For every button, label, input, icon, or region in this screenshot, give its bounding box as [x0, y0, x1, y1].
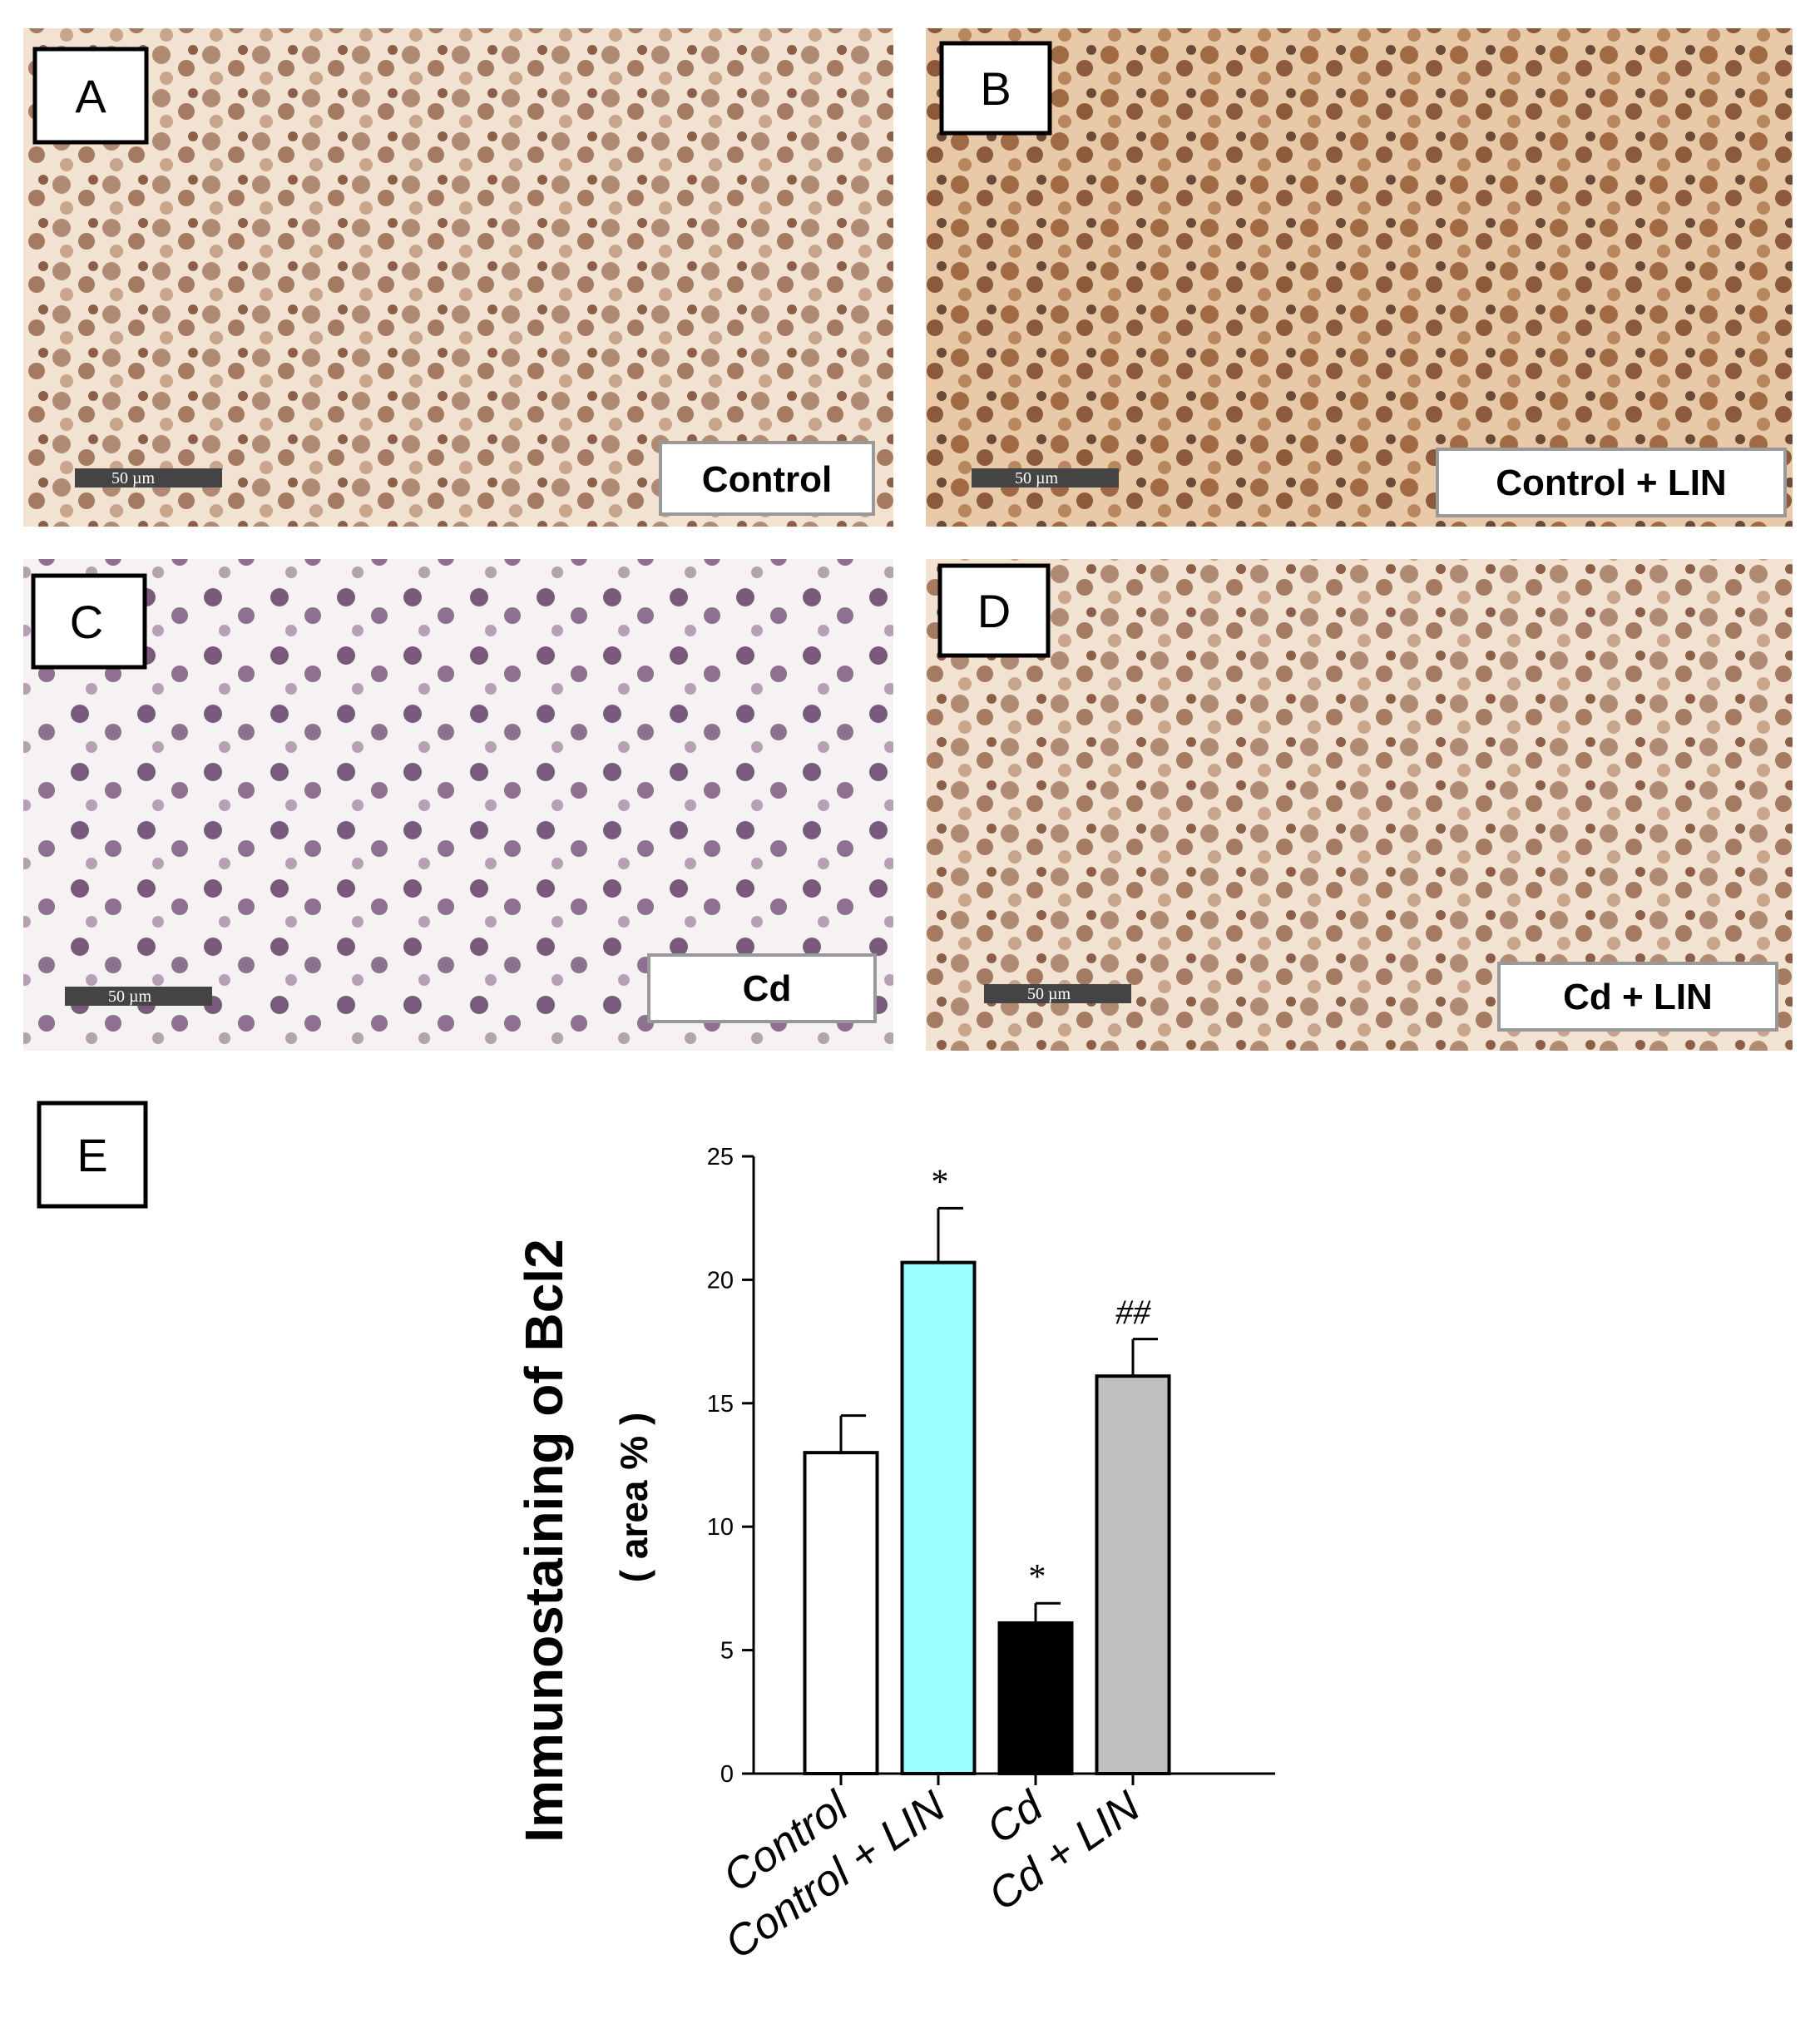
label-box: [1497, 962, 1778, 1032]
panel-letter: E: [77, 1129, 107, 1181]
significance-label: ##: [1115, 1294, 1151, 1333]
panel-a: A 50 µm Control: [23, 28, 893, 527]
label-box: [1436, 448, 1787, 517]
scale-bar: [972, 468, 1119, 487]
y-axis-title: Immunostaining of Bcl2: [514, 1239, 574, 1842]
scale-bar: [65, 987, 212, 1006]
letter-box: [37, 1101, 148, 1209]
bar: [900, 1260, 977, 1775]
letter-box: [31, 573, 147, 670]
label-box: [659, 441, 875, 516]
scale-bar-label: 50 µm: [1027, 985, 1071, 1003]
panel-letter: B: [980, 62, 1011, 115]
y-tick-label: 15: [707, 1391, 734, 1418]
y-axis-subtitle: ( area % ): [612, 1413, 655, 1583]
panel-c: C 50 µm Cd: [23, 559, 893, 1051]
significance-label: *: [930, 1163, 947, 1201]
bar: [803, 1451, 879, 1776]
letter-box: [937, 563, 1051, 658]
y-tick-label: 0: [720, 1761, 734, 1788]
panel-label: Control + LIN: [1496, 463, 1726, 503]
panel-letter: A: [75, 70, 106, 122]
panel-b: B 50 µm Control + LIN: [926, 28, 1793, 527]
bar-chart: 0 5 10 15 20 25 Immunostaining of Bcl2 ( area %…: [514, 1144, 1275, 1968]
bar: [1095, 1374, 1171, 1775]
letter-box: [32, 47, 149, 145]
micrograph: [926, 28, 1793, 527]
y-tick-label: 5: [720, 1638, 734, 1665]
label-box: [647, 953, 877, 1023]
scale-bar-label: 50 µm: [111, 469, 156, 487]
letter-box: [939, 41, 1052, 136]
y-tick-label: 10: [707, 1514, 734, 1541]
panel-e: E: [37, 1101, 148, 1209]
significance-label: *: [1027, 1558, 1045, 1596]
scale-bar-label: 50 µm: [108, 987, 152, 1006]
panel-label: Cd: [743, 968, 792, 1009]
bar: [997, 1621, 1074, 1776]
panel-label: Control: [702, 459, 832, 500]
scale-bar: [984, 984, 1131, 1003]
y-tick-label: 20: [707, 1267, 734, 1294]
scale-bar-label: 50 µm: [1015, 469, 1059, 487]
panel-letter: C: [70, 596, 103, 648]
scale-bar: [75, 468, 222, 487]
panel-d: D 50 µm Cd + LIN: [926, 559, 1793, 1051]
panel-label: Cd + LIN: [1563, 977, 1713, 1017]
panel-letter: D: [977, 585, 1011, 637]
y-tick-label: 25: [707, 1144, 734, 1170]
